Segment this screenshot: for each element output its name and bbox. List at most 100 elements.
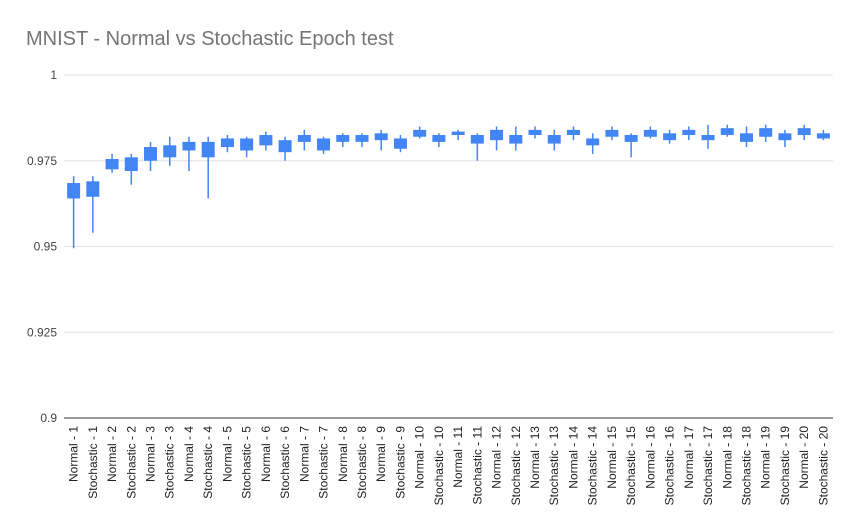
x-tick-label: Stochastic - 2 [124, 426, 138, 499]
grid-lines [64, 74, 833, 333]
candlestick-box [124, 157, 138, 172]
candlestick-box [297, 135, 311, 142]
x-tick-label: Normal - 1 [67, 426, 81, 482]
x-tick-label: Normal - 18 [720, 426, 734, 489]
candlestick-box [778, 133, 792, 141]
x-tick-label: Stochastic - 10 [432, 426, 446, 506]
candlestick-box [317, 138, 331, 151]
candlestick-box [528, 129, 542, 136]
candlestick [220, 135, 234, 153]
candlestick-box [144, 147, 158, 161]
x-tick-label: Normal - 10 [413, 426, 427, 489]
x-tick-label: Stochastic - 13 [547, 426, 561, 506]
x-tick-label: Normal - 17 [682, 426, 696, 489]
candlestick [816, 129, 830, 141]
x-tick-label: Stochastic - 17 [701, 426, 715, 506]
x-tick-label: Stochastic - 6 [278, 426, 292, 499]
y-tick-label: 1 [50, 68, 57, 82]
candlestick [413, 126, 427, 139]
candlestick [451, 129, 465, 141]
candlestick [259, 131, 273, 151]
y-tick-label: 0.925 [27, 325, 57, 339]
candlestick [67, 176, 81, 249]
x-tick-label: Stochastic - 7 [317, 426, 331, 499]
candlestick-box [374, 133, 388, 141]
y-tick-label: 0.975 [27, 154, 57, 168]
candlestick-box [643, 129, 657, 137]
x-tick-label: Normal - 14 [566, 426, 580, 489]
x-tick-label: Normal - 16 [643, 426, 657, 489]
candlestick [547, 129, 561, 151]
candlestick-box [67, 183, 81, 199]
candlestick-box [413, 129, 427, 137]
candlestick [624, 133, 638, 158]
candlestick [739, 126, 753, 148]
candlestick [566, 126, 580, 141]
y-tick-label: 0.95 [34, 240, 58, 254]
candlestick-box [663, 133, 677, 141]
x-tick-label: Stochastic - 5 [240, 426, 254, 499]
y-axis-tick-labels: 0.9 0.925 0.95 0.975 1 [27, 68, 57, 425]
candlestick-box [605, 129, 619, 137]
candlestick [490, 126, 504, 151]
x-tick-label: Normal - 5 [220, 426, 234, 482]
candlestick [586, 133, 600, 154]
x-tick-label: Normal - 6 [259, 426, 273, 482]
candlestick-box [470, 135, 484, 144]
candlestick-box [86, 181, 100, 197]
candlestick [355, 133, 369, 148]
candlestick-box [490, 129, 504, 141]
x-tick-label: Stochastic - 9 [393, 426, 407, 499]
candlestick-box [259, 135, 273, 146]
candlestick [778, 129, 792, 148]
candlestick-box [682, 129, 696, 136]
candlestick [509, 126, 523, 151]
candlestick [393, 135, 407, 153]
x-tick-label: Normal - 20 [797, 426, 811, 489]
x-tick-label: Normal - 15 [605, 426, 619, 489]
x-tick-label: Normal - 2 [105, 426, 119, 482]
candlestick [701, 124, 715, 149]
x-tick-label: Normal - 8 [336, 426, 350, 482]
candlestick [432, 133, 446, 148]
candlestick-box [163, 145, 177, 158]
x-tick-label: Stochastic - 3 [163, 426, 177, 499]
candlestick-box [105, 159, 119, 170]
candlestick-box [701, 135, 715, 141]
candlestick-box [586, 138, 600, 146]
x-tick-label: Normal - 19 [759, 426, 773, 489]
candlestick-box [739, 133, 753, 142]
x-tick-label: Normal - 3 [144, 426, 158, 482]
candlestick [163, 136, 177, 166]
x-tick-label: Normal - 9 [374, 426, 388, 482]
candlestick-box [278, 140, 292, 153]
candlestick-box [201, 141, 215, 158]
candlestick-box [432, 135, 446, 142]
x-tick-label: Stochastic - 19 [778, 426, 792, 506]
candlestick [240, 136, 254, 158]
candlestick-box [355, 135, 369, 142]
candlestick-box [220, 138, 234, 148]
candlestick [105, 153, 119, 173]
candlestick-series [67, 124, 830, 249]
candlestick-box [451, 131, 465, 136]
candlestick-box [336, 135, 350, 142]
x-tick-label: Normal - 7 [297, 426, 311, 482]
candlestick-box [624, 135, 638, 142]
candlestick-box [182, 141, 196, 151]
candlestick [86, 176, 100, 233]
x-tick-label: Stochastic - 14 [586, 426, 600, 506]
candlestick-box [797, 128, 811, 136]
candlestick [182, 136, 196, 172]
candlestick-box [759, 128, 773, 137]
x-tick-label: Stochastic - 12 [509, 426, 523, 506]
candlestick [759, 124, 773, 142]
candlestick-box [509, 135, 523, 144]
candlestick-box [566, 129, 580, 136]
candlestick-box [816, 133, 830, 139]
candlestick [297, 129, 311, 151]
candlestick [124, 153, 138, 185]
x-tick-label: Stochastic - 20 [816, 426, 830, 506]
x-axis-category-labels: Normal - 1 Stochastic - 1 Normal - 2 Stocha… [67, 426, 831, 506]
